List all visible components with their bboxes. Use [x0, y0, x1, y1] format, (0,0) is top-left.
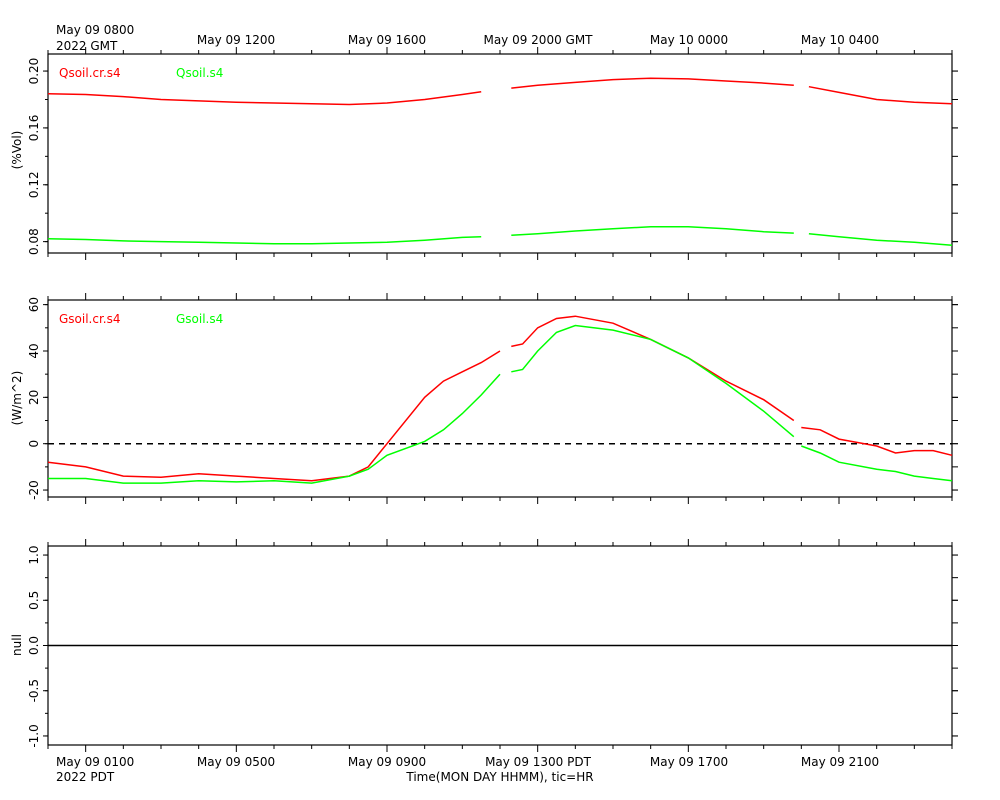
top-tick-label: May 09 1600: [348, 33, 426, 47]
series-line-qsoil-s4: [47, 225, 953, 246]
chart-plot-layer: 0.08 0.12 0.16 0.20 -20 0 20 40 60 -1.0 -0.5 0.0 0.5…: [27, 47, 958, 752]
series-line-gsoil-s4: [48, 324, 953, 484]
panel-frame: [47, 299, 953, 498]
y-tick-label: -0.5: [27, 679, 41, 702]
y-tick-label: 40: [27, 343, 41, 358]
top-start-year-label: 2022 GMT: [56, 39, 118, 53]
bottom-tick-label: May 09 0500: [197, 755, 275, 769]
y-tick-label: -20: [27, 480, 41, 500]
bottom-start-year-label: 2022 PDT: [56, 770, 115, 784]
legend-qsoil-s4: Qsoil.s4: [176, 66, 223, 80]
series-line-qsoil-cr-s4: [47, 77, 953, 106]
y-tick-label: 0.12: [27, 171, 41, 198]
panel-frame: [47, 53, 953, 254]
bottom-start-time-label: May 09 0100: [56, 755, 134, 769]
legend-gsoil-cr-s4: Gsoil.cr.s4: [59, 312, 121, 326]
y-tick-label: 20: [27, 390, 41, 405]
top-tick-label: May 10 0400: [801, 33, 879, 47]
y-tick-label: 0: [27, 440, 41, 448]
series-line-gsoil-cr-s4: [47, 315, 953, 482]
y-tick-label: 0.08: [27, 228, 41, 255]
bottom-tick-label: May 09 2100: [801, 755, 879, 769]
panel1-ylabel: (%Vol): [10, 131, 24, 170]
top-tick-label: May 09 2000 GMT: [483, 33, 593, 47]
top-tick-label: May 10 0000: [650, 33, 728, 47]
legend-qsoil-cr-s4: Qsoil.cr.s4: [59, 66, 121, 80]
y-tick-label: 0.20: [27, 58, 41, 85]
y-tick-label: 1.0: [27, 545, 41, 564]
top-start-time-label: May 09 0800: [56, 23, 134, 37]
y-tick-label: 0.16: [27, 115, 41, 142]
bottom-tick-label: May 09 0900: [348, 755, 426, 769]
top-tick-label: May 09 1200: [197, 33, 275, 47]
bottom-tick-label: May 09 1700: [650, 755, 728, 769]
panel2-ylabel: (W/m^2): [10, 371, 24, 426]
bottom-tick-label: May 09 1300 PDT: [485, 755, 592, 769]
panel3-ylabel: null: [10, 634, 24, 656]
y-tick-label: 0.0: [27, 636, 41, 655]
y-tick-label: 60: [27, 297, 41, 312]
y-tick-label: -1.0: [27, 724, 41, 747]
y-tick-label: 0.5: [27, 591, 41, 610]
x-axis-title: Time(MON DAY HHMM), tic=HR: [405, 770, 593, 784]
legend-gsoil-s4: Gsoil.s4: [176, 312, 223, 326]
